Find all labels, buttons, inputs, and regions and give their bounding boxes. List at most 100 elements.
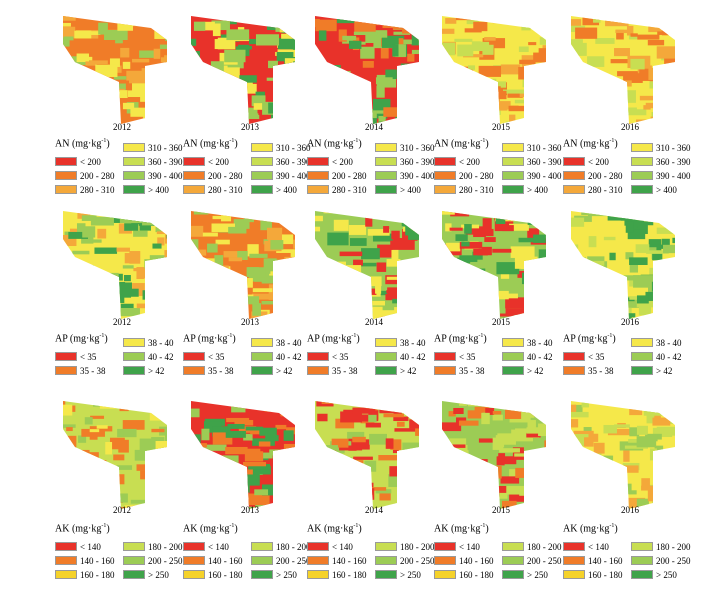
field-patch bbox=[543, 124, 554, 130]
field-patch bbox=[665, 66, 675, 73]
field-patch bbox=[81, 428, 105, 437]
legend-label: 160 - 180 bbox=[588, 569, 623, 580]
field-patch bbox=[352, 436, 366, 443]
field-patch bbox=[318, 505, 339, 509]
map-legend: AK (mg·kg-1) < 140 140 - 160 160 - 180 180 -… bbox=[183, 523, 318, 583]
field-patch bbox=[666, 79, 675, 84]
legend-label: 35 - 38 bbox=[80, 365, 106, 376]
field-patch bbox=[170, 246, 175, 254]
field-patch bbox=[350, 284, 360, 292]
field-patch bbox=[64, 60, 72, 66]
field-patch bbox=[80, 265, 94, 269]
legend-item: < 200 bbox=[307, 156, 353, 168]
field-patch bbox=[348, 225, 367, 235]
field-patch bbox=[362, 61, 374, 68]
legend-swatch bbox=[123, 366, 145, 376]
field-patch bbox=[268, 60, 278, 69]
field-patch bbox=[595, 38, 615, 44]
field-patch bbox=[119, 307, 140, 317]
field-patch bbox=[667, 118, 675, 124]
field-patch bbox=[545, 508, 546, 509]
field-patch bbox=[379, 401, 395, 414]
field-patch bbox=[278, 482, 290, 491]
field-patch bbox=[149, 408, 167, 421]
field-patch bbox=[383, 413, 404, 418]
field-patch bbox=[331, 274, 341, 285]
field-patch bbox=[277, 38, 294, 50]
legend-item: 38 - 40 bbox=[502, 337, 553, 349]
field-patch bbox=[469, 401, 488, 406]
field-patch bbox=[86, 101, 98, 110]
field-patch bbox=[571, 107, 580, 111]
legend-label: 200 - 280 bbox=[80, 170, 115, 181]
legend-label: 38 - 40 bbox=[276, 337, 302, 348]
legend-label: 200 - 250 bbox=[276, 555, 311, 566]
legend-item: 140 - 160 bbox=[563, 555, 623, 567]
field-patch bbox=[143, 114, 165, 124]
field-patch bbox=[225, 446, 248, 455]
map-legend: AN (mg·kg-1) < 200 200 - 280 280 - 310 310 -… bbox=[434, 138, 569, 198]
field-patch bbox=[477, 278, 490, 290]
field-patch bbox=[211, 223, 236, 233]
legend-item: 360 - 390 bbox=[123, 156, 183, 168]
field-patch bbox=[76, 53, 90, 63]
field-patch bbox=[249, 253, 268, 258]
field-patch bbox=[395, 115, 414, 119]
field-patch bbox=[329, 484, 351, 491]
field-patch bbox=[447, 469, 462, 475]
field-patch bbox=[391, 230, 400, 240]
field-patch bbox=[282, 483, 290, 488]
field-patch bbox=[315, 117, 320, 124]
field-patch bbox=[627, 90, 636, 103]
unit-text: (mg·kg bbox=[71, 523, 102, 535]
field-patch bbox=[246, 267, 266, 278]
field-patch bbox=[492, 248, 512, 253]
field-patch bbox=[169, 93, 175, 98]
field-patch bbox=[449, 227, 463, 231]
field-patch bbox=[162, 28, 167, 37]
field-patch bbox=[538, 423, 546, 437]
legend-label: 390 - 400 bbox=[527, 170, 562, 181]
field-patch bbox=[276, 249, 295, 253]
field-patch bbox=[442, 42, 456, 56]
field-patch bbox=[607, 481, 618, 489]
field-patch bbox=[406, 109, 419, 116]
field-patch bbox=[548, 249, 554, 254]
field-patch bbox=[294, 410, 295, 420]
field-patch bbox=[666, 308, 675, 319]
unit-close: ) bbox=[106, 523, 110, 535]
field-patch bbox=[81, 302, 105, 307]
nutrient-name: AN bbox=[563, 138, 578, 150]
field-patch bbox=[246, 448, 261, 454]
unit-close: ) bbox=[106, 138, 110, 150]
field-patch bbox=[357, 469, 365, 474]
field-patch bbox=[442, 298, 450, 307]
field-patch bbox=[272, 313, 295, 319]
field-patch bbox=[244, 451, 264, 462]
field-patch bbox=[212, 426, 231, 437]
field-patch bbox=[292, 225, 295, 234]
field-patch bbox=[358, 401, 366, 405]
field-patch bbox=[283, 450, 295, 460]
field-patch bbox=[101, 110, 115, 118]
field-patch bbox=[472, 483, 494, 494]
field-patch bbox=[164, 104, 167, 114]
field-patch bbox=[599, 489, 609, 495]
legend-label: 160 - 180 bbox=[459, 569, 494, 580]
field-patch bbox=[655, 211, 675, 212]
field-patch bbox=[363, 487, 387, 491]
field-patch bbox=[405, 475, 419, 481]
field-patch bbox=[195, 100, 216, 111]
legend-swatch bbox=[502, 338, 524, 348]
field-patch bbox=[100, 499, 123, 503]
field-patch bbox=[464, 117, 477, 124]
nutrient-name: AP bbox=[563, 333, 576, 345]
legend-label: 38 - 40 bbox=[656, 337, 682, 348]
field-patch bbox=[673, 68, 675, 79]
field-patch bbox=[497, 456, 517, 465]
field-patch bbox=[361, 106, 371, 112]
legend-label: 40 - 42 bbox=[527, 351, 553, 362]
field-patch bbox=[139, 221, 151, 231]
legend-swatch bbox=[55, 171, 77, 181]
field-patch bbox=[507, 93, 523, 98]
